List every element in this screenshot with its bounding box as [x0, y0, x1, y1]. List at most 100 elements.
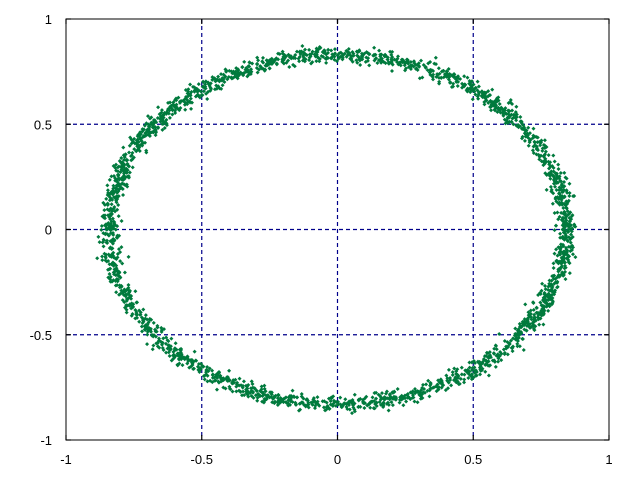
data-point [445, 378, 450, 383]
data-point [476, 84, 481, 89]
data-point [378, 57, 383, 62]
data-point [152, 118, 157, 123]
data-point [103, 255, 108, 260]
data-point [324, 60, 329, 65]
data-point [184, 94, 189, 99]
data-point [527, 138, 532, 143]
data-point [501, 111, 506, 116]
data-point [130, 150, 135, 155]
data-point [552, 159, 557, 164]
data-point [461, 83, 466, 88]
data-point [150, 347, 155, 352]
data-point [390, 62, 395, 67]
x-tick-label: -0.5 [191, 452, 213, 467]
data-point [202, 377, 207, 382]
data-point [118, 259, 123, 264]
data-point [132, 141, 137, 146]
data-point [546, 308, 551, 313]
data-point [562, 252, 567, 257]
data-point [134, 138, 139, 143]
data-point [362, 51, 367, 56]
data-point [121, 163, 126, 168]
data-point [564, 250, 569, 255]
data-point [561, 187, 566, 192]
data-point [548, 184, 553, 189]
data-point [462, 372, 467, 377]
data-point [482, 102, 487, 107]
data-point [164, 350, 169, 355]
data-point [539, 138, 544, 143]
data-point [415, 400, 420, 405]
data-point [451, 81, 456, 86]
data-point [469, 360, 474, 365]
data-point [444, 373, 449, 378]
data-point [110, 216, 115, 221]
data-point [231, 69, 236, 74]
data-point [418, 396, 423, 401]
data-point [209, 86, 214, 91]
data-point [138, 136, 143, 141]
data-point [531, 133, 536, 138]
data-point [389, 56, 394, 61]
data-point [352, 407, 357, 412]
data-point [549, 293, 554, 298]
data-point [561, 205, 566, 210]
data-point [501, 347, 506, 352]
data-point [532, 139, 537, 144]
data-point [470, 83, 475, 88]
data-point [468, 81, 473, 86]
data-point [352, 392, 357, 397]
data-point [431, 68, 436, 73]
data-point [143, 130, 148, 135]
data-point [240, 65, 245, 70]
data-point [475, 88, 480, 93]
data-point [178, 350, 183, 355]
data-point [499, 105, 504, 110]
data-point [101, 244, 106, 249]
data-point [395, 387, 400, 391]
data-point [407, 395, 412, 400]
data-point [104, 196, 109, 201]
data-point [133, 307, 138, 312]
data-point [173, 110, 178, 115]
data-point [155, 323, 160, 328]
data-point [302, 59, 307, 64]
data-point [131, 155, 136, 160]
data-point [227, 368, 232, 373]
data-point [542, 292, 547, 297]
data-point [530, 321, 535, 326]
data-point [408, 63, 413, 68]
data-point [405, 60, 410, 65]
data-point [542, 138, 547, 143]
data-point [446, 367, 451, 372]
data-point [558, 171, 563, 176]
data-point [125, 161, 130, 166]
data-point [502, 352, 507, 357]
data-point [428, 382, 433, 387]
data-point [525, 133, 530, 138]
data-point [212, 76, 217, 81]
data-point [109, 209, 114, 214]
data-point [204, 91, 209, 96]
data-point [216, 380, 221, 385]
data-point [551, 191, 556, 196]
data-point [299, 394, 304, 399]
data-point [384, 389, 389, 394]
data-point [435, 384, 440, 389]
data-point [519, 126, 524, 131]
y-tick-label: 0.5 [34, 117, 52, 132]
data-point [114, 194, 119, 199]
data-point [380, 391, 385, 396]
data-point [398, 395, 403, 400]
data-point [491, 351, 496, 356]
data-point [538, 292, 543, 297]
data-point [510, 116, 515, 121]
data-point [350, 50, 355, 55]
data-point [106, 267, 111, 272]
data-point [564, 214, 569, 219]
data-point [456, 375, 461, 380]
data-point [123, 175, 128, 180]
data-point [144, 121, 149, 126]
data-point [183, 107, 188, 112]
data-point [558, 194, 563, 199]
